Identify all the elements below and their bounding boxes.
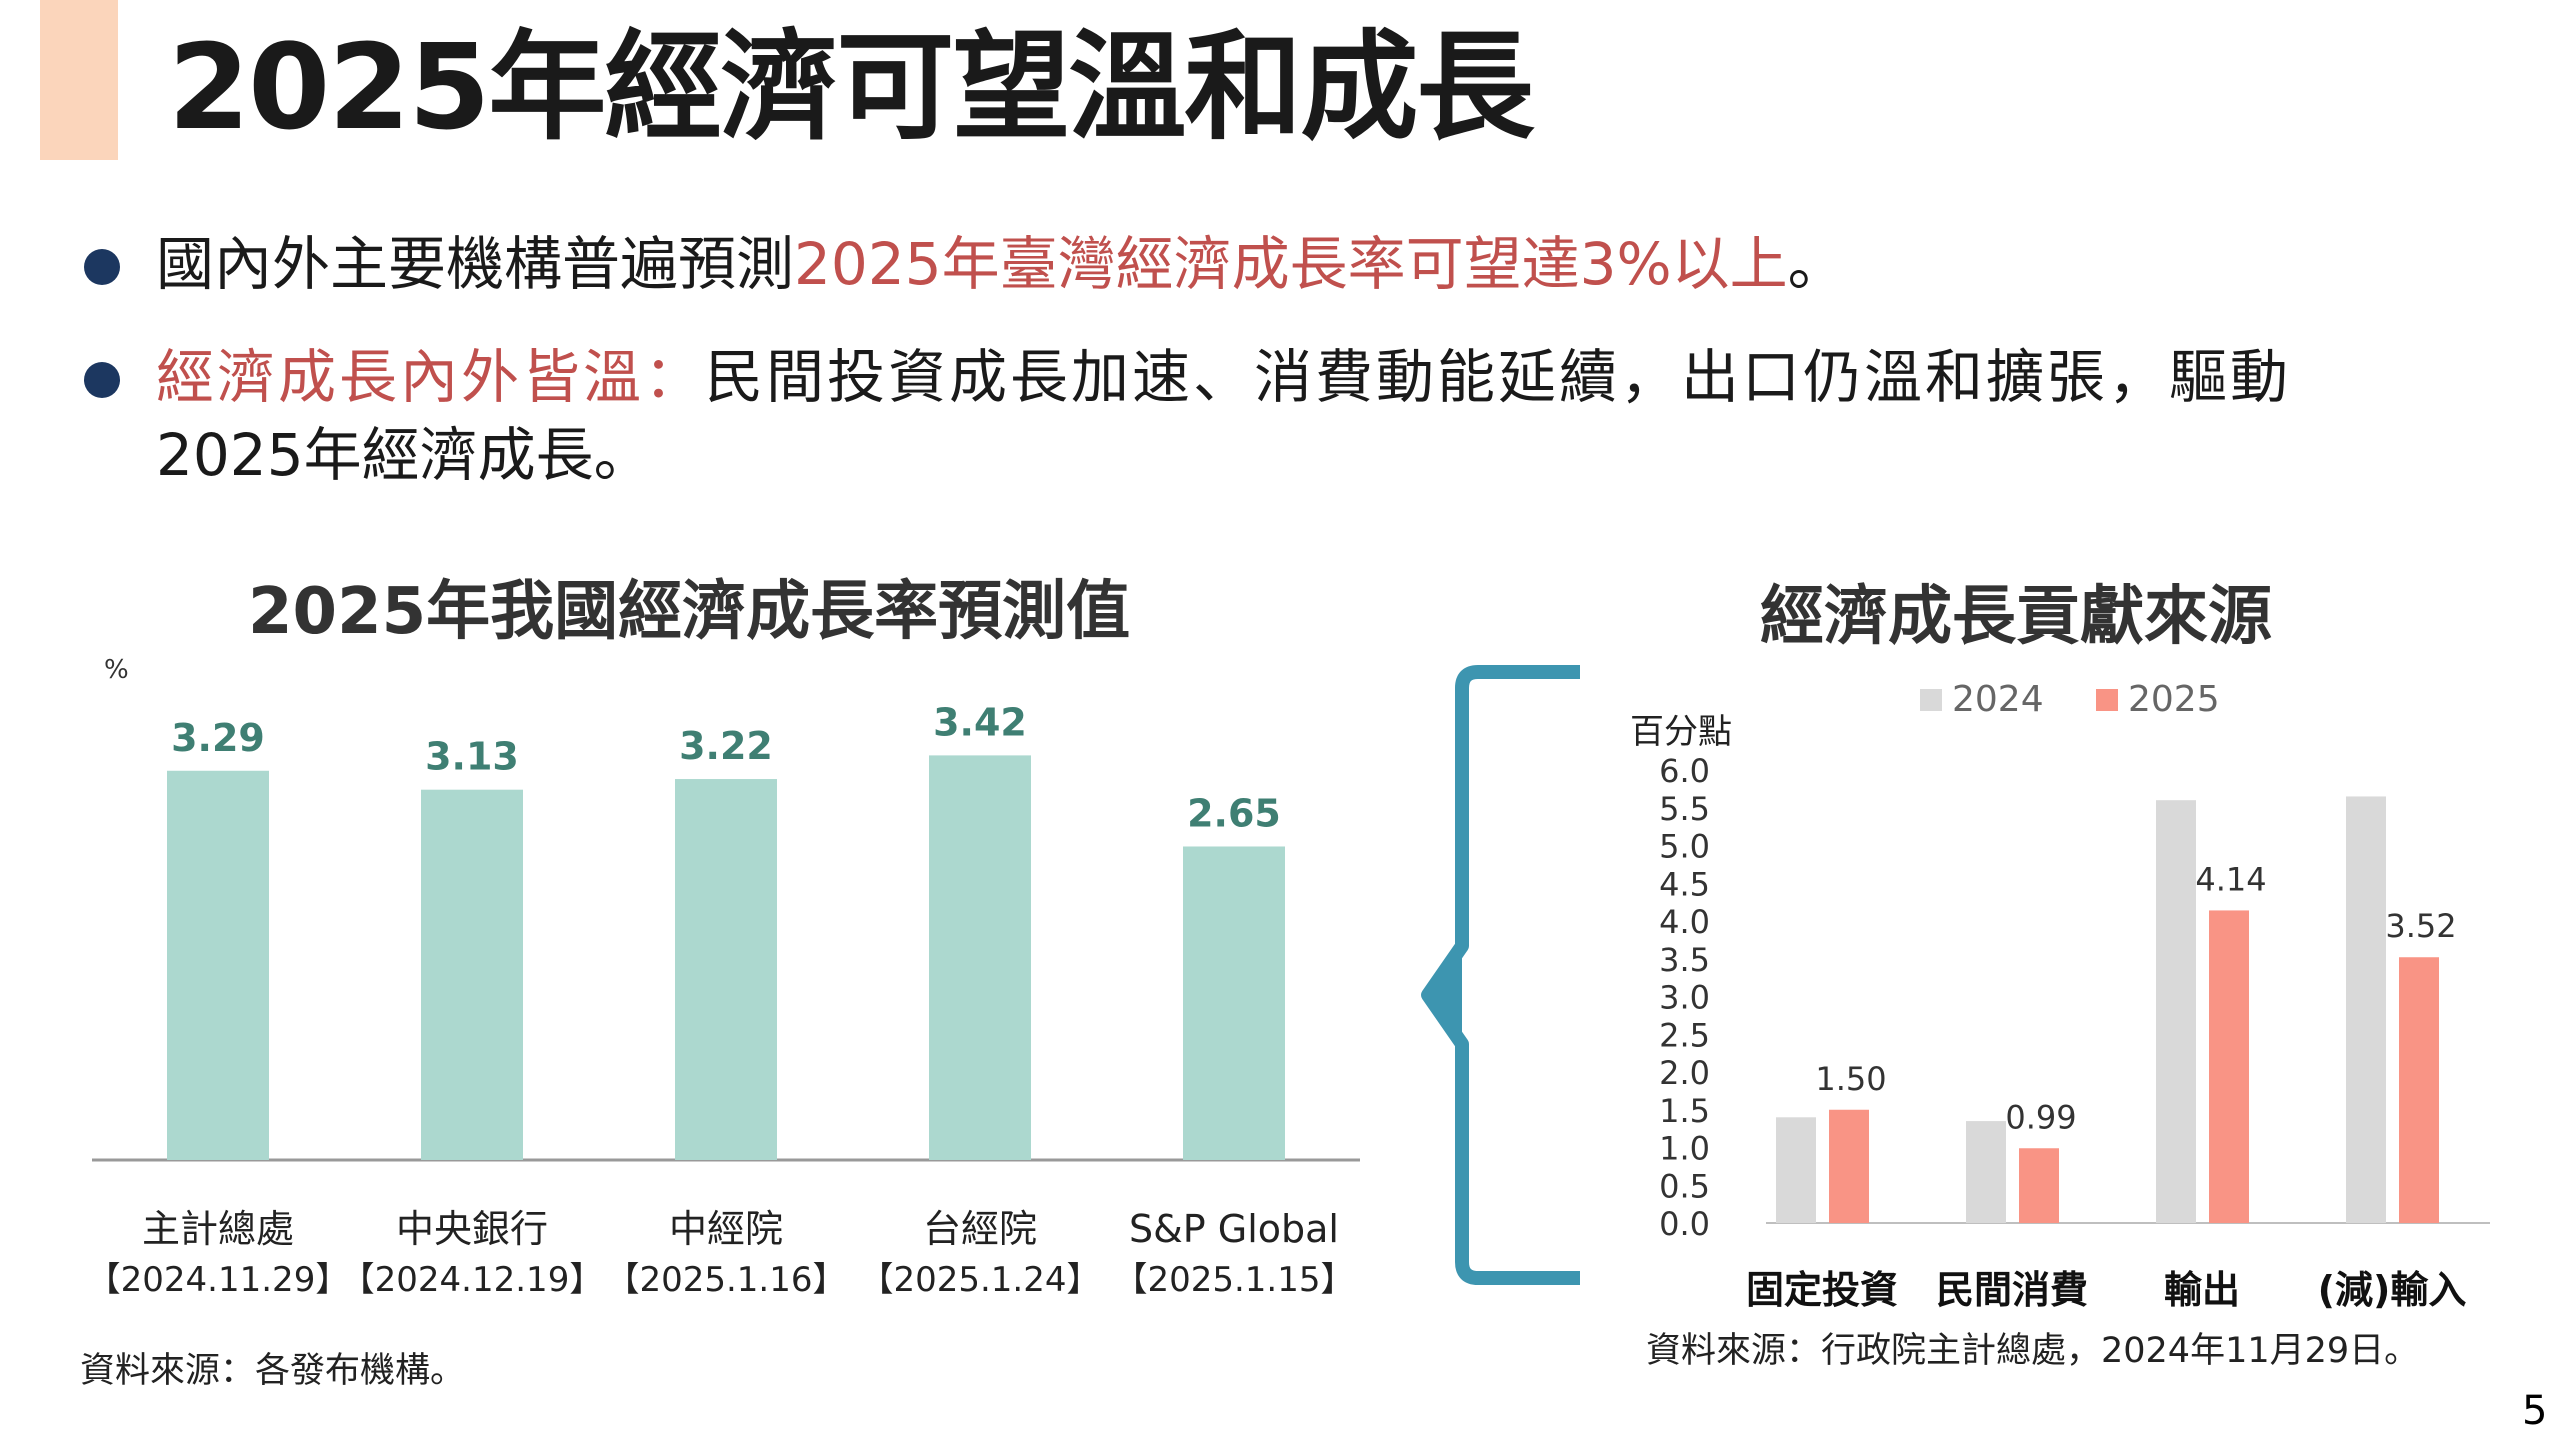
y-tick-label: 2.5 — [1659, 1016, 1710, 1054]
legend-label: 2024 — [1952, 679, 2044, 720]
bar — [2399, 957, 2439, 1223]
bracket-pointer-icon — [1430, 940, 1462, 1050]
left-chart-source: 資料來源：各發布機構。 — [80, 1351, 466, 1391]
bar — [1183, 846, 1285, 1160]
slide-title: 2025年經濟可望溫和成長 — [168, 18, 1534, 156]
y-tick-label: 3.0 — [1659, 979, 1710, 1017]
y-tick-label: 1.5 — [1659, 1092, 1710, 1130]
y-axis-title: 百分點 — [1630, 712, 1732, 752]
y-tick-label: 0.5 — [1659, 1167, 1710, 1205]
bar — [2346, 796, 2386, 1223]
bullet-1-text: 國內外主要機構普遍預測2025年臺灣經濟成長率可望達3%以上。 — [156, 225, 1846, 303]
y-tick-label: 6.0 — [1659, 752, 1710, 790]
bar-value-label: 3.52 — [2385, 907, 2456, 945]
legend-label: 2025 — [2128, 679, 2220, 720]
x-tick-label: 台經院 — [923, 1207, 1037, 1251]
bullet-dot-icon — [84, 362, 120, 398]
y-tick-label: 5.0 — [1659, 828, 1710, 866]
left-chart: % 3.29 主計總處【2024.11.29】 3.13 中央銀行【2024.12.19… — [87, 655, 1360, 1300]
bar-value-label: 3.29 — [171, 716, 265, 760]
y-tick-label: 3.5 — [1659, 941, 1710, 979]
x-tick-label: 輸出 — [2164, 1268, 2240, 1312]
x-tick-label: 中經院 — [669, 1207, 783, 1251]
bar-value-label: 0.99 — [2005, 1098, 2076, 1136]
bar — [1966, 1121, 2006, 1223]
bar — [167, 770, 269, 1160]
right-chart: 2024 2025百分點0.00.51.01.52.02.53.03.54.04.… — [1630, 679, 2490, 1312]
y-tick-label: 5.5 — [1659, 790, 1710, 828]
bullet-1-prefix: 國內外主要機構普遍預測 — [156, 230, 795, 298]
bullet-1-highlight: 2025年臺灣經濟成長率可望達3%以上 — [794, 230, 1788, 298]
x-tick-date-label: 【2025.1.24】 — [859, 1260, 1100, 1300]
x-tick-label: 中央銀行 — [396, 1207, 548, 1251]
bar — [1829, 1109, 1869, 1223]
legend-swatch — [1920, 689, 1942, 711]
bar — [2019, 1148, 2059, 1223]
x-tick-date-label: 【2025.1.15】 — [1113, 1260, 1354, 1300]
bar — [421, 789, 523, 1160]
y-tick-label: 0.0 — [1659, 1205, 1710, 1243]
bullet-2-line-2: 2025年經濟成長。 — [156, 421, 652, 489]
bullet-2-text: 經濟成長內外皆溫：民間投資成長加速、消費動能延續，出口仍溫和擴張，驅動 — [156, 338, 2291, 416]
bar — [1776, 1117, 1816, 1223]
bullet-2-highlight: 經濟成長內外皆溫： — [156, 343, 706, 411]
y-tick-label: 4.0 — [1659, 903, 1710, 941]
x-tick-label: 民間消費 — [1936, 1268, 2088, 1312]
left-chart-title: 2025年我國經濟成長率預測值 — [248, 575, 1131, 649]
bar-value-label: 1.50 — [1815, 1060, 1886, 1098]
bar — [929, 755, 1031, 1160]
bar-value-label: 2.65 — [1187, 791, 1281, 835]
page-number: 5 — [2522, 1388, 2548, 1434]
bar-value-label: 3.42 — [933, 700, 1027, 744]
title-accent-bar — [40, 0, 118, 160]
bar-value-label: 3.13 — [425, 735, 519, 779]
y-axis-unit-label: % — [104, 655, 129, 685]
bar-value-label: 4.14 — [2195, 860, 2266, 898]
x-tick-date-label: 【2025.1.16】 — [605, 1260, 846, 1300]
bar-value-label: 3.22 — [679, 724, 773, 768]
x-tick-label: 固定投資 — [1746, 1268, 1898, 1312]
y-tick-label: 2.0 — [1659, 1054, 1710, 1092]
bar — [2209, 910, 2249, 1223]
bracket-line — [1421, 665, 1580, 1285]
y-tick-label: 1.0 — [1659, 1130, 1710, 1168]
right-chart-source: 資料來源：行政院主計總處，2024年11月29日。 — [1646, 1331, 2420, 1371]
y-tick-label: 4.5 — [1659, 865, 1710, 903]
bracket-connector — [1421, 665, 1580, 1285]
bullet-dot-icon — [84, 249, 120, 285]
bar — [675, 779, 777, 1160]
x-tick-date-label: 【2024.11.29】 — [87, 1260, 350, 1300]
x-tick-label: 主計總處 — [142, 1207, 294, 1251]
x-tick-date-label: 【2024.12.19】 — [341, 1260, 604, 1300]
x-tick-label: S&P Global — [1129, 1207, 1339, 1251]
legend-swatch — [2096, 689, 2118, 711]
right-chart-title: 經濟成長貢獻來源 — [1760, 580, 2272, 654]
bullet-2-body: 民間投資成長加速、消費動能延續，出口仍溫和擴張，驅動 — [705, 343, 2292, 411]
x-tick-label: (減)輸入 — [2318, 1268, 2467, 1312]
bullet-1-suffix: 。 — [1787, 230, 1846, 298]
bar — [2156, 800, 2196, 1223]
